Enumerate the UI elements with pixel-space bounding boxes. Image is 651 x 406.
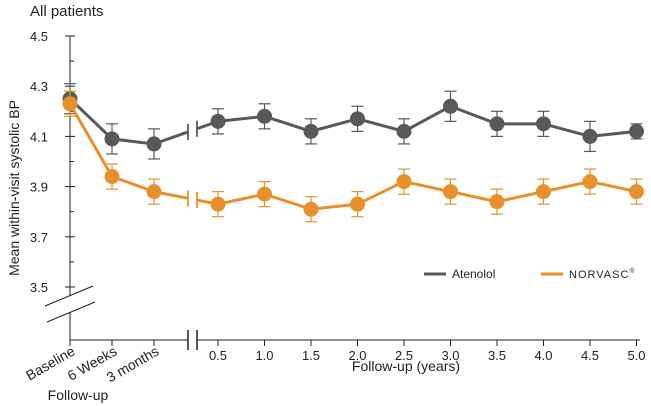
x-axis-label-followup: Follow-up (48, 387, 109, 403)
data-point (443, 98, 458, 114)
data-point (62, 96, 78, 112)
data-point (146, 136, 162, 152)
y-tick-label: 4.3 (30, 79, 48, 94)
data-point (396, 123, 412, 139)
data-point (582, 174, 598, 190)
x-tick-label: 4.5 (581, 348, 599, 363)
y-tick-label: 3.5 (30, 280, 48, 295)
data-point (489, 194, 505, 210)
x-tick-label: 2.0 (348, 348, 366, 363)
y-tick-label: 4.1 (30, 129, 48, 144)
chart-title: All patients (30, 3, 103, 20)
data-point (536, 184, 551, 200)
legend-label-mark: ® (629, 267, 635, 275)
data-point (104, 131, 120, 147)
series-line (68, 103, 189, 200)
data-point (489, 116, 505, 132)
data-point (396, 174, 412, 190)
data-point (536, 116, 551, 132)
data-point (443, 184, 458, 200)
y-axis-break-mark (46, 301, 96, 323)
x-tick-label: 5.0 (627, 348, 645, 363)
series-norvasc (62, 90, 644, 223)
y-axis-label: Mean within-visit systolic BP (6, 100, 22, 276)
series-line (68, 97, 189, 146)
legend: Atenolol NORVASC® (424, 267, 636, 281)
data-point (210, 196, 226, 212)
y-tick-label: 4.5 (30, 29, 48, 44)
data-point (629, 184, 644, 200)
data-point (257, 108, 272, 124)
series-atenolol (62, 83, 644, 160)
x-tick-label: 4.0 (534, 348, 552, 363)
x-tick-label: 1.5 (302, 348, 320, 363)
data-point (582, 128, 598, 144)
legend-label: Atenolol (452, 267, 495, 281)
data-point (210, 113, 226, 129)
data-point (104, 169, 120, 185)
data-point (303, 201, 319, 217)
legend-label: NORVASC® (569, 267, 636, 281)
x-tick-label: 2.5 (395, 348, 413, 363)
x-tick-label: 1.0 (255, 348, 273, 363)
y-tick-label: 3.9 (30, 180, 48, 195)
data-point (303, 123, 319, 139)
x-tick-label: 0.5 (209, 348, 227, 363)
data-point (257, 186, 272, 202)
data-point (146, 184, 162, 200)
data-point (350, 111, 365, 127)
x-axis-label: Follow-up (years) (352, 358, 460, 374)
data-point (629, 123, 644, 139)
y-tick-label: 3.7 (30, 230, 48, 245)
axes (44, 35, 640, 350)
x-tick-label: 3.5 (488, 348, 506, 363)
data-point (350, 196, 365, 212)
y-axis-break-mark (44, 285, 94, 307)
x-tick-label: 3.0 (441, 348, 459, 363)
series-layer (62, 83, 644, 223)
